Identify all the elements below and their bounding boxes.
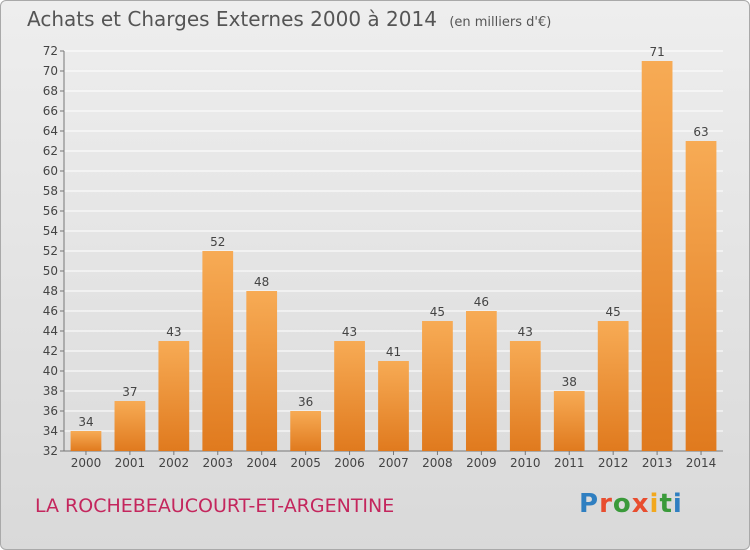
label-layer: 34 37 43 52 48 36 43 41 45 46 43 38 45 71 63 bbox=[78, 45, 708, 429]
x-tick-label-2009: 2009 bbox=[466, 456, 497, 470]
bar-2008 bbox=[422, 321, 453, 451]
y-tick-label: 72 bbox=[43, 44, 58, 58]
y-tick-label: 58 bbox=[43, 184, 58, 198]
logo-letter: x bbox=[631, 489, 650, 519]
x-tick-label-2002: 2002 bbox=[159, 456, 190, 470]
data-label-2001: 37 bbox=[122, 385, 137, 399]
y-tick-label: 42 bbox=[43, 344, 58, 358]
data-label-2006: 43 bbox=[342, 325, 357, 339]
y-tick-label: 36 bbox=[43, 404, 58, 418]
data-label-2014: 63 bbox=[693, 125, 708, 139]
data-label-2008: 45 bbox=[430, 305, 445, 319]
y-tick-label: 48 bbox=[43, 284, 58, 298]
bar-2007 bbox=[378, 361, 409, 451]
chart-unit-note: (en milliers d'€) bbox=[449, 15, 552, 30]
logo-letter: t bbox=[659, 489, 673, 519]
y-tick-label: 62 bbox=[43, 144, 58, 158]
bar-2014 bbox=[685, 141, 717, 451]
x-tick-label-2013: 2013 bbox=[642, 456, 673, 470]
chart-title-text: Achats et Charges Externes 2000 à 2014 bbox=[27, 7, 437, 31]
x-tick-label-2011: 2011 bbox=[554, 456, 585, 470]
bar-2000 bbox=[70, 431, 102, 451]
logo-letter: P bbox=[579, 489, 600, 519]
y-tick-label: 70 bbox=[43, 64, 58, 78]
data-label-2003: 52 bbox=[210, 235, 225, 249]
y-tick-label: 38 bbox=[43, 384, 58, 398]
y-tick-label: 64 bbox=[43, 124, 58, 138]
y-tick-label: 54 bbox=[43, 224, 58, 238]
y-tick-label: 68 bbox=[43, 84, 58, 98]
chart-title: Achats et Charges Externes 2000 à 2014 (… bbox=[27, 7, 551, 31]
y-tick-label: 50 bbox=[43, 264, 58, 278]
y-tick-label: 46 bbox=[43, 304, 58, 318]
data-label-2013: 71 bbox=[649, 45, 664, 59]
bar-2001 bbox=[114, 401, 146, 451]
y-tick-label: 40 bbox=[43, 364, 58, 378]
x-tick-label-2001: 2001 bbox=[115, 456, 146, 470]
commune-name: LA ROCHEBEAUCOURT-ET-ARGENTINE bbox=[35, 495, 395, 517]
data-label-2004: 48 bbox=[254, 275, 269, 289]
bar-2003 bbox=[202, 251, 234, 451]
logo-letter: i bbox=[672, 489, 683, 519]
y-tick-label: 34 bbox=[43, 424, 58, 438]
bar-2009 bbox=[465, 311, 497, 451]
bar-2010 bbox=[509, 341, 541, 451]
x-tick-label-2008: 2008 bbox=[422, 456, 453, 470]
x-tick-label-2004: 2004 bbox=[246, 456, 277, 470]
bar-2002 bbox=[158, 341, 190, 451]
y-tick-label: 56 bbox=[43, 204, 58, 218]
data-label-2007: 41 bbox=[386, 345, 401, 359]
x-tick-label-2014: 2014 bbox=[686, 456, 717, 470]
x-tick-label-2010: 2010 bbox=[510, 456, 541, 470]
logo-letter: o bbox=[612, 489, 632, 519]
bar-2012 bbox=[597, 321, 629, 451]
data-label-2002: 43 bbox=[166, 325, 181, 339]
x-tick-label-2006: 2006 bbox=[334, 456, 365, 470]
logo-letter: i bbox=[649, 489, 660, 519]
y-tick-label: 44 bbox=[43, 324, 58, 338]
data-label-2012: 45 bbox=[606, 305, 621, 319]
y-tick-label: 52 bbox=[43, 244, 58, 258]
bar-2004 bbox=[246, 291, 278, 451]
x-tick-label-2012: 2012 bbox=[598, 456, 629, 470]
x-tick-label-2005: 2005 bbox=[290, 456, 321, 470]
bar-layer bbox=[70, 61, 717, 451]
data-label-2000: 34 bbox=[78, 415, 93, 429]
logo-letter: r bbox=[599, 489, 613, 519]
y-tick-label: 66 bbox=[43, 104, 58, 118]
x-tick-label-2000: 2000 bbox=[71, 456, 102, 470]
proxiti-logo[interactable]: Proxiti bbox=[579, 489, 683, 519]
data-label-2009: 46 bbox=[474, 295, 489, 309]
x-tick-label-2003: 2003 bbox=[202, 456, 233, 470]
data-label-2010: 43 bbox=[518, 325, 533, 339]
bar-2006 bbox=[334, 341, 365, 451]
y-tick-label: 60 bbox=[43, 164, 58, 178]
y-tick-label: 32 bbox=[43, 444, 58, 458]
bar-2011 bbox=[553, 391, 585, 451]
data-label-2011: 38 bbox=[562, 375, 577, 389]
data-label-2005: 36 bbox=[298, 395, 313, 409]
bar-2005 bbox=[290, 411, 322, 451]
x-tick-label-2007: 2007 bbox=[378, 456, 409, 470]
bar-2013 bbox=[641, 61, 673, 451]
